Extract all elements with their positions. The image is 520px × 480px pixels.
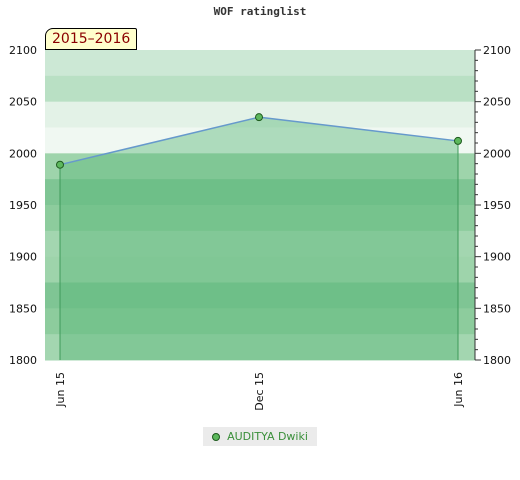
season-badge: 2015–2016: [45, 28, 138, 50]
background-band: [45, 179, 475, 206]
chart-title: WOF ratinglist: [213, 5, 307, 18]
x-tick-label: Jun 16: [452, 372, 465, 408]
background-band: [45, 256, 475, 283]
y-tick-label-right: 1900: [483, 251, 511, 264]
background-band: [45, 282, 475, 309]
data-point: [255, 113, 263, 122]
background-band: [45, 205, 475, 232]
background-band: [45, 153, 475, 180]
y-axis-left: 1800 1850 1900 1950 2000 2050 2100: [9, 44, 37, 367]
background-band: [45, 50, 475, 77]
x-axis: Jun 15 Dec 15 Jun 16: [54, 372, 465, 411]
y-tick-label-left: 2100: [9, 44, 37, 57]
y-axis-right: 1800 1850 1900 1950 2000 2050 2100: [474, 44, 511, 367]
x-tick-label: Jun 15: [54, 372, 67, 408]
legend-label: AUDITYA Dwiki: [227, 430, 308, 443]
background-band: [45, 75, 475, 103]
y-tick-label-left: 1800: [9, 354, 37, 367]
y-tick-label-left: 1950: [9, 199, 37, 212]
y-tick-label-right: 2000: [483, 147, 511, 160]
rating-area: [60, 117, 458, 361]
data-point: [56, 160, 64, 169]
legend[interactable]: AUDITYA Dwiki: [203, 427, 317, 446]
series-area: [60, 117, 458, 361]
y-tick-label-right: 2100: [483, 44, 511, 57]
legend-marker-icon: [212, 432, 221, 441]
background-band: [45, 334, 475, 361]
background-band: [45, 230, 475, 258]
data-point: [454, 136, 462, 145]
y-tick-label-left: 1850: [9, 302, 37, 315]
y-tick-label-right: 2050: [483, 96, 511, 109]
background-band: [45, 308, 475, 335]
drop-lines: [59, 140, 459, 360]
y-tick-label-right: 1850: [483, 302, 511, 315]
y-tick-label-left: 2050: [9, 96, 37, 109]
y-tick-label-right: 1800: [483, 354, 511, 367]
background-bands: [45, 50, 475, 361]
x-tick-label: Dec 15: [253, 372, 266, 411]
background-band: [45, 127, 475, 154]
data-points: [56, 113, 462, 169]
y-tick-label-left: 1900: [9, 251, 37, 264]
y-tick-label-right: 1950: [483, 199, 511, 212]
y-tick-label-left: 2000: [9, 147, 37, 160]
